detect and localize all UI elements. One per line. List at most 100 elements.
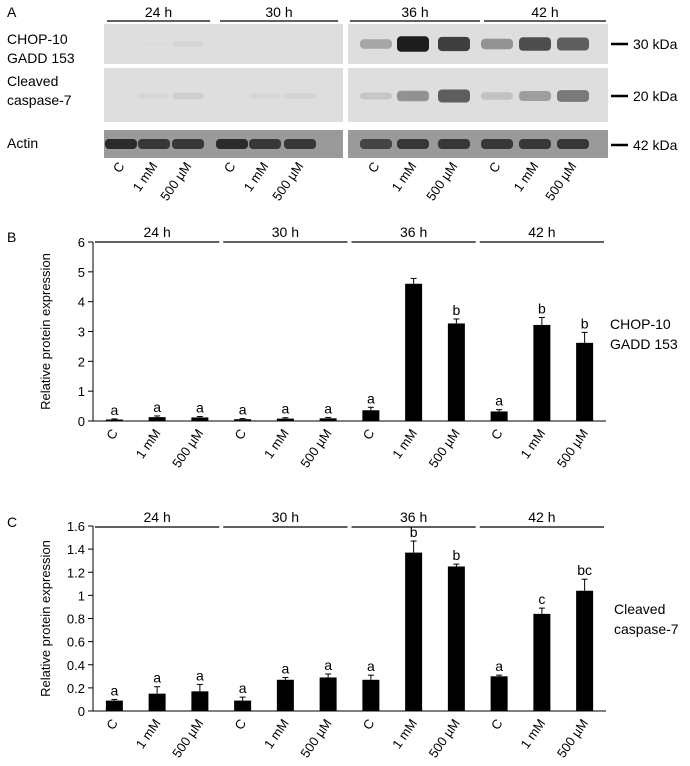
significance-letter: b <box>410 524 418 540</box>
y-tick-label: 1 <box>78 384 85 399</box>
blot-band <box>138 93 170 99</box>
significance-letter: a <box>196 667 204 683</box>
y-tick-label: 1 <box>78 588 85 603</box>
marker-label: 20 kDa <box>633 88 678 104</box>
significance-letter: a <box>324 657 332 673</box>
category-label: C <box>103 716 121 732</box>
panel-letter: C <box>7 514 17 530</box>
blot-band <box>172 139 204 149</box>
blot-band <box>360 139 392 149</box>
bar <box>148 417 166 421</box>
y-tick-label: 3 <box>78 325 85 340</box>
series-side-label: CHOP-10 <box>610 316 671 332</box>
bar <box>362 410 380 421</box>
blot-band <box>360 39 392 49</box>
category-label: 1 mM <box>517 426 548 461</box>
group-label: 36 h <box>400 509 427 525</box>
bar <box>533 324 551 421</box>
lane-label: 500 µM <box>157 159 194 203</box>
y-tick-label: 1.2 <box>67 565 85 580</box>
lane-label: 1 mM <box>130 159 161 194</box>
category-label: 500 µM <box>297 716 334 760</box>
blot-band <box>284 139 316 149</box>
group-label: 24 h <box>144 224 171 240</box>
blot-band <box>519 91 551 101</box>
blot-band <box>557 37 589 51</box>
group-label: 36 h <box>400 224 427 240</box>
category-label: 1 mM <box>389 426 420 461</box>
blot-band <box>105 41 137 47</box>
significance-letter: b <box>452 302 460 318</box>
blot-band <box>172 92 204 100</box>
significance-letter: a <box>324 400 332 416</box>
bar <box>490 676 508 711</box>
significance-letter: c <box>538 591 545 607</box>
blot-row-label: CHOP-10 <box>7 31 68 47</box>
significance-letter: bc <box>577 562 592 578</box>
significance-letter: a <box>196 400 204 416</box>
y-tick-label: 4 <box>78 295 85 310</box>
blot-background <box>104 68 343 122</box>
bar <box>105 700 123 711</box>
significance-letter: a <box>153 399 161 415</box>
y-tick-label: 0.6 <box>67 635 85 650</box>
blot-band <box>105 139 137 149</box>
caspase-bar-chart: C 0 0.2 0.4 0.6 0.8 1 1.2 1.4 1.6 Relative protein… <box>7 509 679 760</box>
group-label: 42 h <box>528 224 555 240</box>
blot-row-label: Cleaved <box>7 73 58 89</box>
category-label: 500 µM <box>554 426 591 470</box>
blot-band <box>519 139 551 149</box>
category-label: 1 mM <box>261 426 292 461</box>
category-label: C <box>488 426 506 442</box>
bar <box>191 417 209 421</box>
blot-band <box>249 139 281 149</box>
bar <box>576 590 594 711</box>
category-label: 1 mM <box>133 716 164 751</box>
blot-band <box>216 139 248 149</box>
y-tick-label: 0.4 <box>67 658 85 673</box>
significance-letter: a <box>239 680 247 696</box>
blot-band <box>249 93 281 99</box>
bar <box>362 679 380 711</box>
bar <box>234 419 252 421</box>
blot-band <box>557 90 589 102</box>
significance-letter: a <box>110 682 118 698</box>
bar <box>490 411 508 421</box>
category-label: C <box>231 426 249 442</box>
bar <box>319 418 337 421</box>
category-label: 500 µM <box>426 426 463 470</box>
blot-band <box>249 41 281 47</box>
y-tick-label: 5 <box>78 265 85 280</box>
y-tick-label: 0 <box>78 414 85 429</box>
blot-band <box>438 139 470 149</box>
significance-letter: a <box>495 393 503 409</box>
y-tick-label: 0.2 <box>67 681 85 696</box>
bar <box>576 342 594 421</box>
lane-label: C <box>365 159 383 175</box>
significance-letter: a <box>367 390 375 406</box>
blot-band <box>360 92 392 100</box>
y-tick-label: 0 <box>78 704 85 719</box>
series-side-label: Cleaved <box>614 601 665 617</box>
blot-band <box>138 139 170 149</box>
blot-band <box>481 92 513 100</box>
y-axis-label: Relative protein expression <box>38 253 53 410</box>
bar <box>148 693 166 711</box>
marker-label: 42 kDa <box>633 137 678 153</box>
bar <box>105 419 123 421</box>
lane-label: 1 mM <box>241 159 272 194</box>
bar <box>191 691 209 711</box>
lane-label: C <box>110 159 128 175</box>
blot-band <box>172 41 204 47</box>
bar <box>276 418 294 421</box>
western-blot-panel: A 24 h 30 h 36 h 42 h CHOP-10 GADD 153 30 kDa Cl… <box>7 4 678 203</box>
lane-label: 500 µM <box>423 159 460 203</box>
bar <box>447 566 465 711</box>
category-label: 500 µM <box>426 716 463 760</box>
lane-label: 500 µM <box>269 159 306 203</box>
significance-letter: a <box>239 402 247 418</box>
time-group-label: 36 h <box>401 4 428 20</box>
time-group-label: 42 h <box>531 4 558 20</box>
y-tick-label: 1.6 <box>67 519 85 534</box>
bar <box>447 323 465 421</box>
